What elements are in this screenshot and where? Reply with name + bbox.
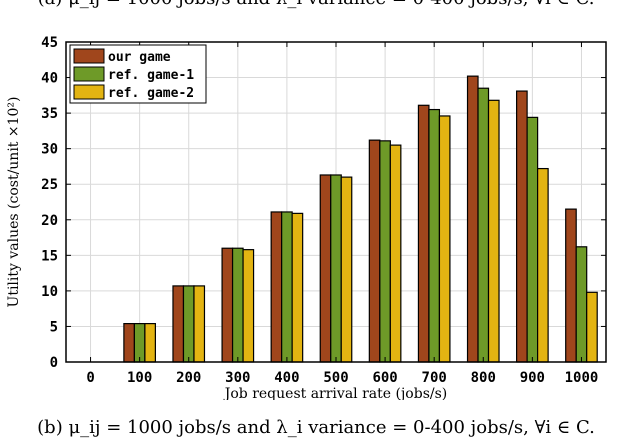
bar-our-game-900 <box>516 90 528 363</box>
x-tick-label: 200 <box>176 370 201 386</box>
bar-ref-game-1-400 <box>281 211 293 363</box>
bar-ref-game-1-900 <box>526 116 539 363</box>
x-tick-label: 600 <box>372 370 397 386</box>
legend-label: ref. game-2 <box>108 86 194 101</box>
bars-layer <box>123 75 598 363</box>
bar-ref-game-1-700 <box>428 108 441 363</box>
y-tick-label: 45 <box>41 35 58 51</box>
x-tick-label: 500 <box>323 370 348 386</box>
y-tick-label: 15 <box>41 248 58 264</box>
legend: our game ref. game-1 ref. game-2 <box>69 44 207 104</box>
bar-our-game-500 <box>319 174 332 363</box>
bar-ref-game-1-100 <box>133 323 146 363</box>
y-tick-label: 20 <box>41 213 58 229</box>
top-caption: (a) μ_ij = 1000 jobs/s and λ_i variance … <box>0 0 632 9</box>
bar-our-game-700 <box>417 104 430 363</box>
x-tick-label: 800 <box>471 370 496 386</box>
bar-ref-game-2-1000 <box>586 291 598 363</box>
legend-swatch <box>73 66 105 82</box>
y-tick-label: 40 <box>41 71 58 87</box>
bar-ref-game-1-500 <box>330 174 342 363</box>
x-tick-label: 300 <box>225 370 250 386</box>
bar-our-game-1000 <box>565 208 577 363</box>
bar-ref-game-2-900 <box>537 167 549 363</box>
bar-chart: 0 5 10 15 20 25 30 35 40 45 0 100 200 300 400 500 600 700… <box>6 35 607 400</box>
legend-label: our game <box>108 50 171 65</box>
bar-ref-game-2-400 <box>291 212 304 363</box>
legend-swatch <box>73 84 105 100</box>
bar-our-game-800 <box>466 75 479 363</box>
y-axis-label: Utility values (cost/unit ×10²) <box>6 97 22 308</box>
x-axis-label: Job request arrival rate (jobs/s) <box>223 386 448 400</box>
bar-ref-game-1-800 <box>477 87 490 363</box>
x-tick-label: 1000 <box>565 370 599 386</box>
bar-ref-game-1-600 <box>379 140 391 363</box>
bar-ref-game-1-300 <box>231 247 244 363</box>
x-tick-label: 400 <box>274 370 299 386</box>
bar-our-game-600 <box>368 139 381 363</box>
bar-ref-game-2-300 <box>242 249 255 363</box>
bar-ref-game-1-1000 <box>575 246 588 363</box>
bar-ref-game-2-800 <box>487 99 500 363</box>
y-tick-label: 30 <box>41 142 58 158</box>
y-tick-label: 35 <box>41 106 58 122</box>
legend-swatch <box>73 48 105 64</box>
bar-our-game-200 <box>172 285 185 363</box>
bottom-caption: (b) μ_ij = 1000 jobs/s and λ_i variance … <box>37 417 595 438</box>
y-tick-label: 25 <box>41 177 58 193</box>
bar-ref-game-1-200 <box>182 285 195 363</box>
ticks-layer: 0 5 10 15 20 25 30 35 40 45 0 100 200 300 400 500 600 700… <box>41 35 606 386</box>
bar-ref-game-2-100 <box>144 323 156 363</box>
bar-our-game-400 <box>270 211 283 363</box>
y-tick-label: 0 <box>50 355 58 371</box>
bar-ref-game-2-700 <box>438 115 451 363</box>
bar-our-game-100 <box>123 323 135 363</box>
x-tick-label: 100 <box>127 370 152 386</box>
bar-ref-game-2-600 <box>389 144 402 363</box>
bar-ref-game-2-200 <box>193 285 206 363</box>
y-tick-label: 10 <box>41 284 58 300</box>
bar-our-game-300 <box>221 247 234 363</box>
bar-ref-game-2-500 <box>340 176 353 363</box>
legend-label: ref. game-1 <box>108 68 194 83</box>
x-tick-label: 0 <box>86 370 94 386</box>
x-tick-label: 700 <box>422 370 447 386</box>
x-tick-label: 900 <box>520 370 545 386</box>
y-tick-label: 5 <box>50 319 58 335</box>
